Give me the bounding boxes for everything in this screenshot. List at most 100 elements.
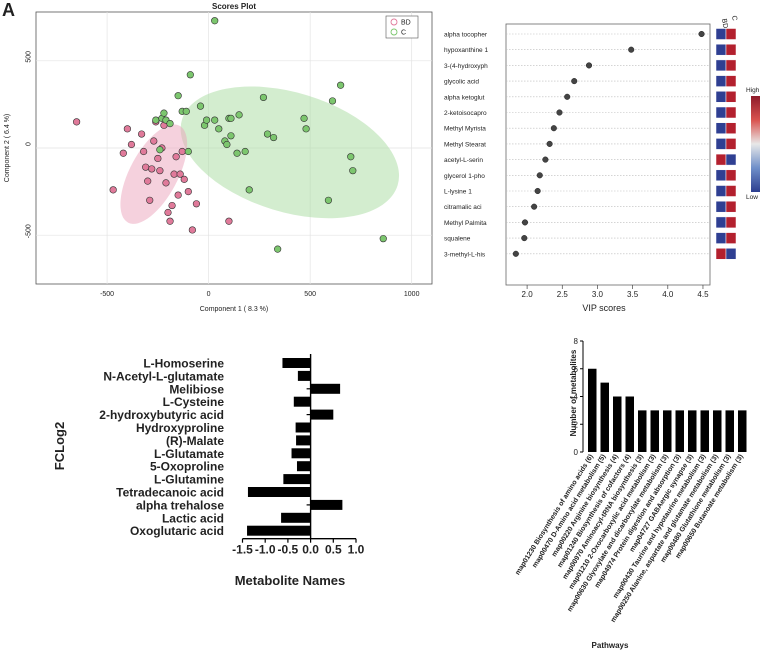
heatmap-cell-c bbox=[725, 248, 737, 260]
vip-metabolite-label: acetyl-L-serin bbox=[444, 157, 483, 164]
fold-change-chart: L-HomoserineN-Acetyl-L-glutamateMelibios… bbox=[52, 354, 365, 588]
fc-category-label: L-Cysteine bbox=[163, 395, 225, 409]
fc-category-label: L-Glutamine bbox=[154, 473, 224, 487]
heatmap-cell-bd bbox=[715, 43, 727, 56]
colorbar-low-label: Low bbox=[746, 194, 758, 201]
fc-category-label: (R)-Malate bbox=[166, 434, 224, 448]
colorbar-high-label: High bbox=[746, 87, 760, 94]
vip-metabolite-label: 2-ketoisocapro bbox=[444, 110, 487, 117]
score-point-c bbox=[227, 114, 235, 122]
pathway-bar bbox=[738, 410, 747, 452]
heatmap-cell-bd bbox=[715, 122, 727, 134]
score-point-bd bbox=[140, 147, 148, 156]
vip-x-tick-label: 2.0 bbox=[522, 290, 534, 299]
score-point-bd bbox=[166, 217, 174, 225]
score-point-c bbox=[166, 119, 174, 128]
fc-category-label: 2-hydroxybutyric acid bbox=[99, 408, 224, 422]
score-point-bd bbox=[180, 175, 188, 183]
pathway-bar bbox=[588, 368, 597, 452]
fc-bar bbox=[310, 383, 341, 394]
fc-bar bbox=[283, 474, 311, 485]
score-point-c bbox=[270, 133, 278, 142]
pathways-chart: 0 2 4 6 8 map01230 Biosynthesis of amino aci… bbox=[514, 337, 747, 650]
scores-y-axis-label: Component 2 ( 6.4 %) bbox=[4, 114, 11, 182]
heatmap-cell-c bbox=[725, 216, 737, 229]
fc-category-label: alpha trehalose bbox=[136, 498, 224, 512]
fc-x-tick-label: -1.5 bbox=[232, 543, 253, 557]
score-point-bd bbox=[154, 154, 162, 163]
heatmap-cell-bd bbox=[715, 200, 727, 213]
fc-category-labels: L-HomoserineN-Acetyl-L-glutamateMelibios… bbox=[99, 357, 224, 539]
scores-x-tick-label: -500 bbox=[100, 291, 114, 298]
fc-x-tick-label: 0.0 bbox=[302, 543, 319, 557]
heatmap-cell-c bbox=[725, 28, 737, 40]
score-point-c bbox=[328, 97, 337, 105]
fc-bar bbox=[297, 370, 311, 381]
fc-bars bbox=[247, 358, 343, 536]
score-point-bd bbox=[170, 170, 178, 178]
score-point-c bbox=[349, 167, 357, 175]
vip-score-point bbox=[542, 156, 549, 163]
fc-bar bbox=[247, 525, 311, 536]
fc-bar bbox=[295, 422, 311, 433]
legend-c-label: C bbox=[401, 30, 406, 37]
fc-x-tick-label: -1.0 bbox=[255, 543, 276, 557]
score-point-c bbox=[324, 196, 333, 204]
heatmap-cell-bd bbox=[715, 106, 727, 119]
heatmap-cell-bd bbox=[715, 185, 727, 197]
confidence-ellipse-bd bbox=[120, 124, 188, 224]
score-point-c bbox=[211, 17, 219, 25]
heatmap-cell-c bbox=[725, 91, 737, 103]
fc-category-label: Melibiose bbox=[169, 382, 224, 396]
score-point-c bbox=[379, 235, 387, 243]
score-point-bd bbox=[172, 153, 180, 161]
pathway-bar bbox=[650, 410, 659, 452]
pathway-bar bbox=[613, 396, 622, 452]
fc-x-tick-label: 0.5 bbox=[325, 543, 342, 557]
heatmap-cell-c bbox=[725, 185, 737, 197]
pathway-bar bbox=[625, 396, 634, 452]
vip-metabolite-label: alpha ketoglut bbox=[444, 94, 485, 101]
score-point-c bbox=[263, 130, 272, 138]
heatmap-column-c: C bbox=[730, 15, 738, 21]
vip-metabolite-label: citramalic aci bbox=[444, 204, 482, 211]
score-point-c bbox=[202, 116, 211, 124]
pathways-y-tick-label: 6 bbox=[574, 365, 579, 374]
heatmap-cell-c bbox=[725, 59, 737, 72]
scores-y-tick-label: -500 bbox=[26, 224, 33, 238]
vip-heatmap bbox=[715, 28, 737, 260]
score-point-c bbox=[300, 114, 308, 122]
score-point-c bbox=[211, 116, 219, 124]
score-point-bd bbox=[144, 177, 152, 185]
heatmap-cell-c bbox=[725, 75, 737, 87]
vip-colorbar: High Low bbox=[746, 87, 760, 201]
score-point-c bbox=[235, 111, 243, 119]
score-point-bd bbox=[127, 140, 136, 149]
heatmap-column-bd: BD bbox=[720, 18, 729, 29]
fc-category-label: 5-Oxoproline bbox=[150, 460, 224, 474]
heatmap-cell-bd bbox=[715, 59, 727, 72]
fc-x-axis-label: Metabolite Names bbox=[235, 573, 346, 588]
vip-score-point bbox=[512, 250, 519, 257]
vip-x-tick-label: 2.5 bbox=[557, 290, 569, 299]
heatmap-cell-c bbox=[725, 200, 737, 213]
vip-x-tick-label: 3.0 bbox=[592, 290, 604, 299]
heatmap-cell-bd bbox=[715, 216, 727, 229]
score-point-c bbox=[152, 116, 160, 124]
score-point-bd bbox=[176, 170, 184, 178]
pathway-bar bbox=[675, 410, 684, 452]
score-point-bd bbox=[188, 226, 196, 234]
heatmap-cell-c bbox=[725, 122, 737, 134]
score-point-bd bbox=[162, 179, 170, 187]
score-point-bd bbox=[119, 149, 127, 157]
fc-x-tick-label: 1.0 bbox=[348, 543, 365, 557]
score-point-c bbox=[274, 245, 282, 253]
colorbar-gradient bbox=[751, 96, 760, 192]
score-point-c bbox=[174, 92, 182, 100]
fc-bar bbox=[282, 358, 311, 368]
scores-plot: -500 0 500 1000 500 0 -500 Scores Plot Compone… bbox=[4, 2, 433, 313]
pathways-bars bbox=[588, 368, 747, 452]
score-point-bd bbox=[164, 208, 172, 217]
fc-category-label: L-Glutamate bbox=[154, 447, 224, 461]
